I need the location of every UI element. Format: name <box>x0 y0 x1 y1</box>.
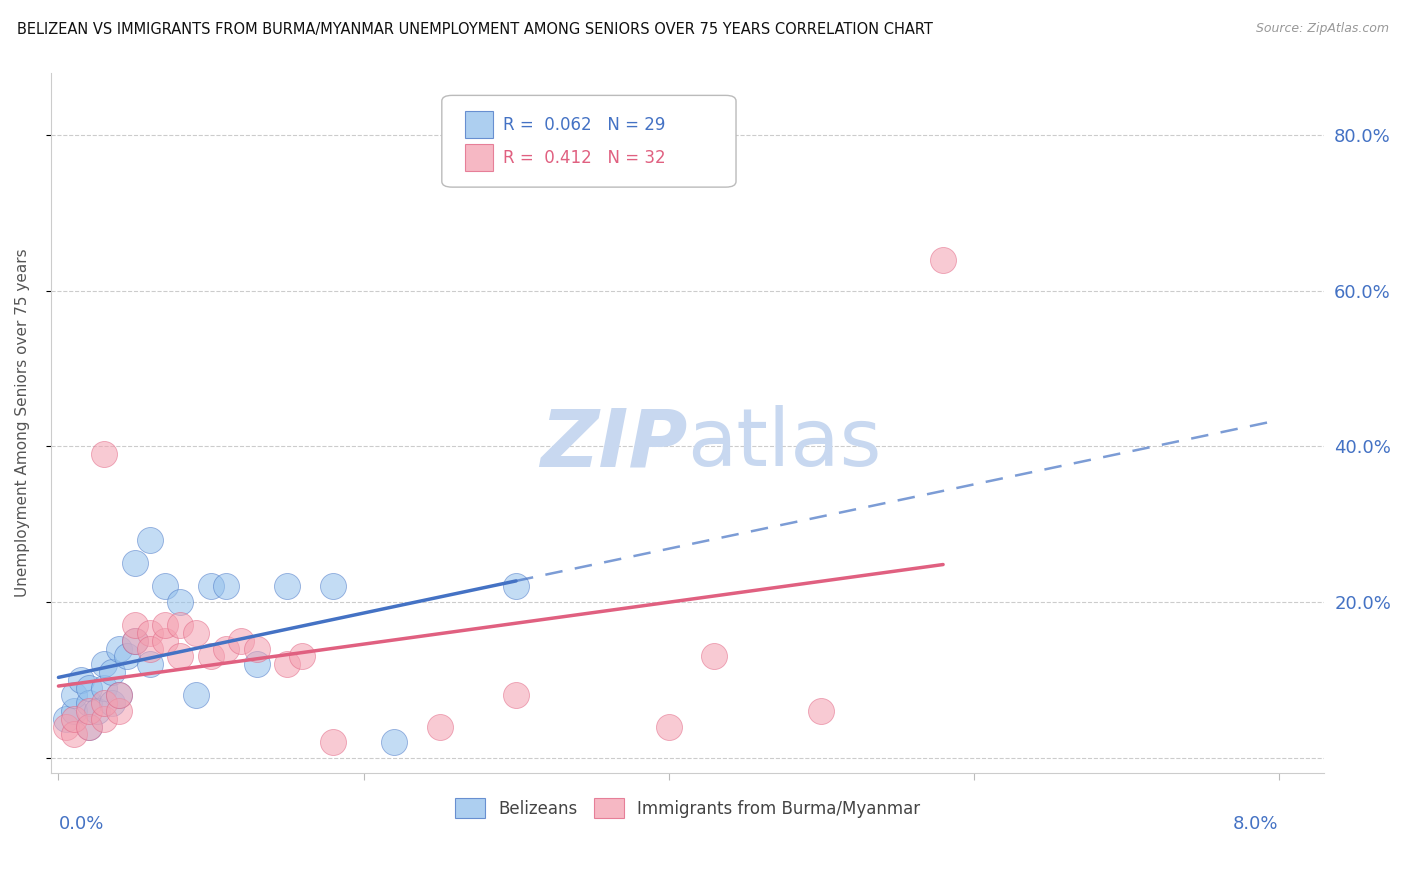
Point <box>139 657 162 672</box>
Point <box>657 719 679 733</box>
Point <box>93 681 115 695</box>
Point <box>169 649 191 664</box>
Point <box>55 719 77 733</box>
Point <box>169 618 191 632</box>
FancyBboxPatch shape <box>465 112 492 138</box>
Point <box>169 595 191 609</box>
Text: R =  0.412   N = 32: R = 0.412 N = 32 <box>503 149 665 167</box>
Point <box>246 657 269 672</box>
Point <box>139 626 162 640</box>
Text: 8.0%: 8.0% <box>1233 815 1278 833</box>
Point <box>276 579 298 593</box>
Legend: Belizeans, Immigrants from Burma/Myanmar: Belizeans, Immigrants from Burma/Myanmar <box>449 792 927 824</box>
Point <box>77 696 100 710</box>
Point <box>322 735 344 749</box>
Point <box>429 719 451 733</box>
Point <box>932 252 955 267</box>
Point <box>155 579 177 593</box>
Point <box>62 704 84 718</box>
Point <box>200 649 222 664</box>
Point <box>86 704 108 718</box>
Point <box>505 689 527 703</box>
Point <box>77 681 100 695</box>
Text: R =  0.062   N = 29: R = 0.062 N = 29 <box>503 116 665 134</box>
Point <box>382 735 405 749</box>
Point <box>139 641 162 656</box>
Point <box>155 618 177 632</box>
Point <box>246 641 269 656</box>
Point <box>215 579 238 593</box>
Point <box>93 712 115 726</box>
Point <box>93 657 115 672</box>
Point <box>322 579 344 593</box>
Point <box>115 649 138 664</box>
Point <box>124 634 146 648</box>
Point <box>101 696 124 710</box>
FancyBboxPatch shape <box>465 145 492 171</box>
Text: BELIZEAN VS IMMIGRANTS FROM BURMA/MYANMAR UNEMPLOYMENT AMONG SENIORS OVER 75 YEA: BELIZEAN VS IMMIGRANTS FROM BURMA/MYANMA… <box>17 22 932 37</box>
Point <box>505 579 527 593</box>
Point <box>231 634 253 648</box>
Text: ZIP: ZIP <box>540 405 688 483</box>
Point <box>276 657 298 672</box>
Point <box>108 641 131 656</box>
Point <box>703 649 725 664</box>
Point <box>77 719 100 733</box>
Text: Source: ZipAtlas.com: Source: ZipAtlas.com <box>1256 22 1389 36</box>
Point <box>124 556 146 570</box>
Point <box>62 689 84 703</box>
Point <box>124 618 146 632</box>
Text: 0.0%: 0.0% <box>59 815 104 833</box>
Point <box>810 704 832 718</box>
Point <box>108 689 131 703</box>
FancyBboxPatch shape <box>441 95 735 187</box>
Point <box>70 673 93 687</box>
Point <box>93 696 115 710</box>
Point <box>291 649 314 664</box>
Point <box>101 665 124 679</box>
Point <box>62 727 84 741</box>
Point <box>108 689 131 703</box>
Point <box>139 533 162 547</box>
Point <box>124 634 146 648</box>
Text: atlas: atlas <box>688 405 882 483</box>
Point <box>77 719 100 733</box>
Point <box>55 712 77 726</box>
Y-axis label: Unemployment Among Seniors over 75 years: Unemployment Among Seniors over 75 years <box>15 249 30 598</box>
Point <box>108 704 131 718</box>
Point <box>93 447 115 461</box>
Point <box>184 626 207 640</box>
Point <box>200 579 222 593</box>
Point <box>62 712 84 726</box>
Point <box>184 689 207 703</box>
Point <box>155 634 177 648</box>
Point <box>215 641 238 656</box>
Point <box>77 704 100 718</box>
